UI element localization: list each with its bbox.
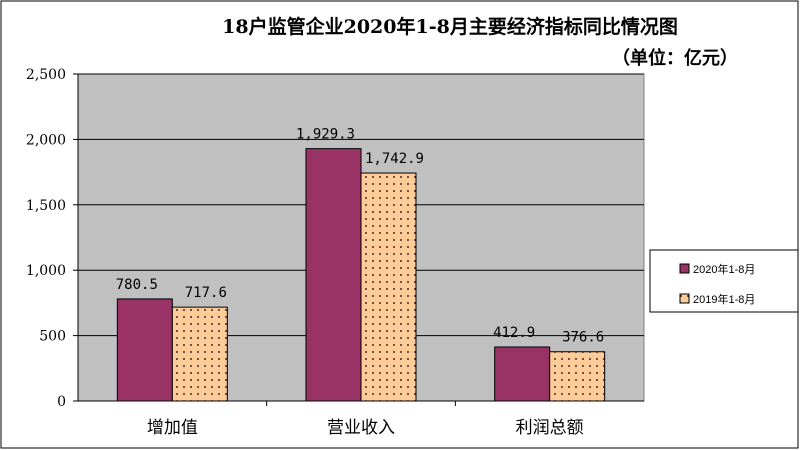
y-tick-label: 1,000 [26,263,66,279]
legend-label: 2020年1-8月 [693,262,755,276]
category-label: 营业收入 [327,418,395,438]
y-tick-label: 0 [57,394,66,410]
data-label: 780.5 [116,277,158,293]
bar-2020 [494,346,551,402]
y-tick-label: 500 [39,329,66,345]
data-label: 376.6 [562,330,604,346]
legend-label: 2019年1-8月 [693,292,755,306]
legend-swatch [679,293,690,304]
y-tick-label: 1,500 [26,198,66,214]
bars: 780.5 717.6 1,929.3 1,742.9 412.9 376.6 [116,127,606,402]
bar-2019 [549,351,606,402]
y-axis: 0 500 1,000 1,500 2,000 2,500 [26,67,79,410]
y-tick-label: 2,000 [26,132,66,148]
category-label: 增加值 [147,418,198,438]
y-tick-label: 2,500 [26,67,66,83]
bar-2019 [360,172,417,402]
legend: 2020年1-8月 2019年1-8月 [649,249,799,313]
data-label: 1,742.9 [365,151,424,167]
bar-2019 [171,306,228,402]
bar-2020 [305,148,362,402]
legend-swatch [679,263,690,274]
data-label: 1,929.3 [296,127,355,143]
chart-title: 18户监管企业2020年1-8月主要经济指标同比情况图 [222,15,678,38]
chart-unit: （单位：亿元） [612,47,738,69]
data-label: 717.6 [185,285,227,301]
bar-2020 [116,298,173,402]
category-label: 利润总额 [516,418,584,438]
x-axis: 增加值 营业收入 利润总额 [78,400,644,438]
legend-box [649,249,799,313]
data-label: 412.9 [493,325,535,341]
